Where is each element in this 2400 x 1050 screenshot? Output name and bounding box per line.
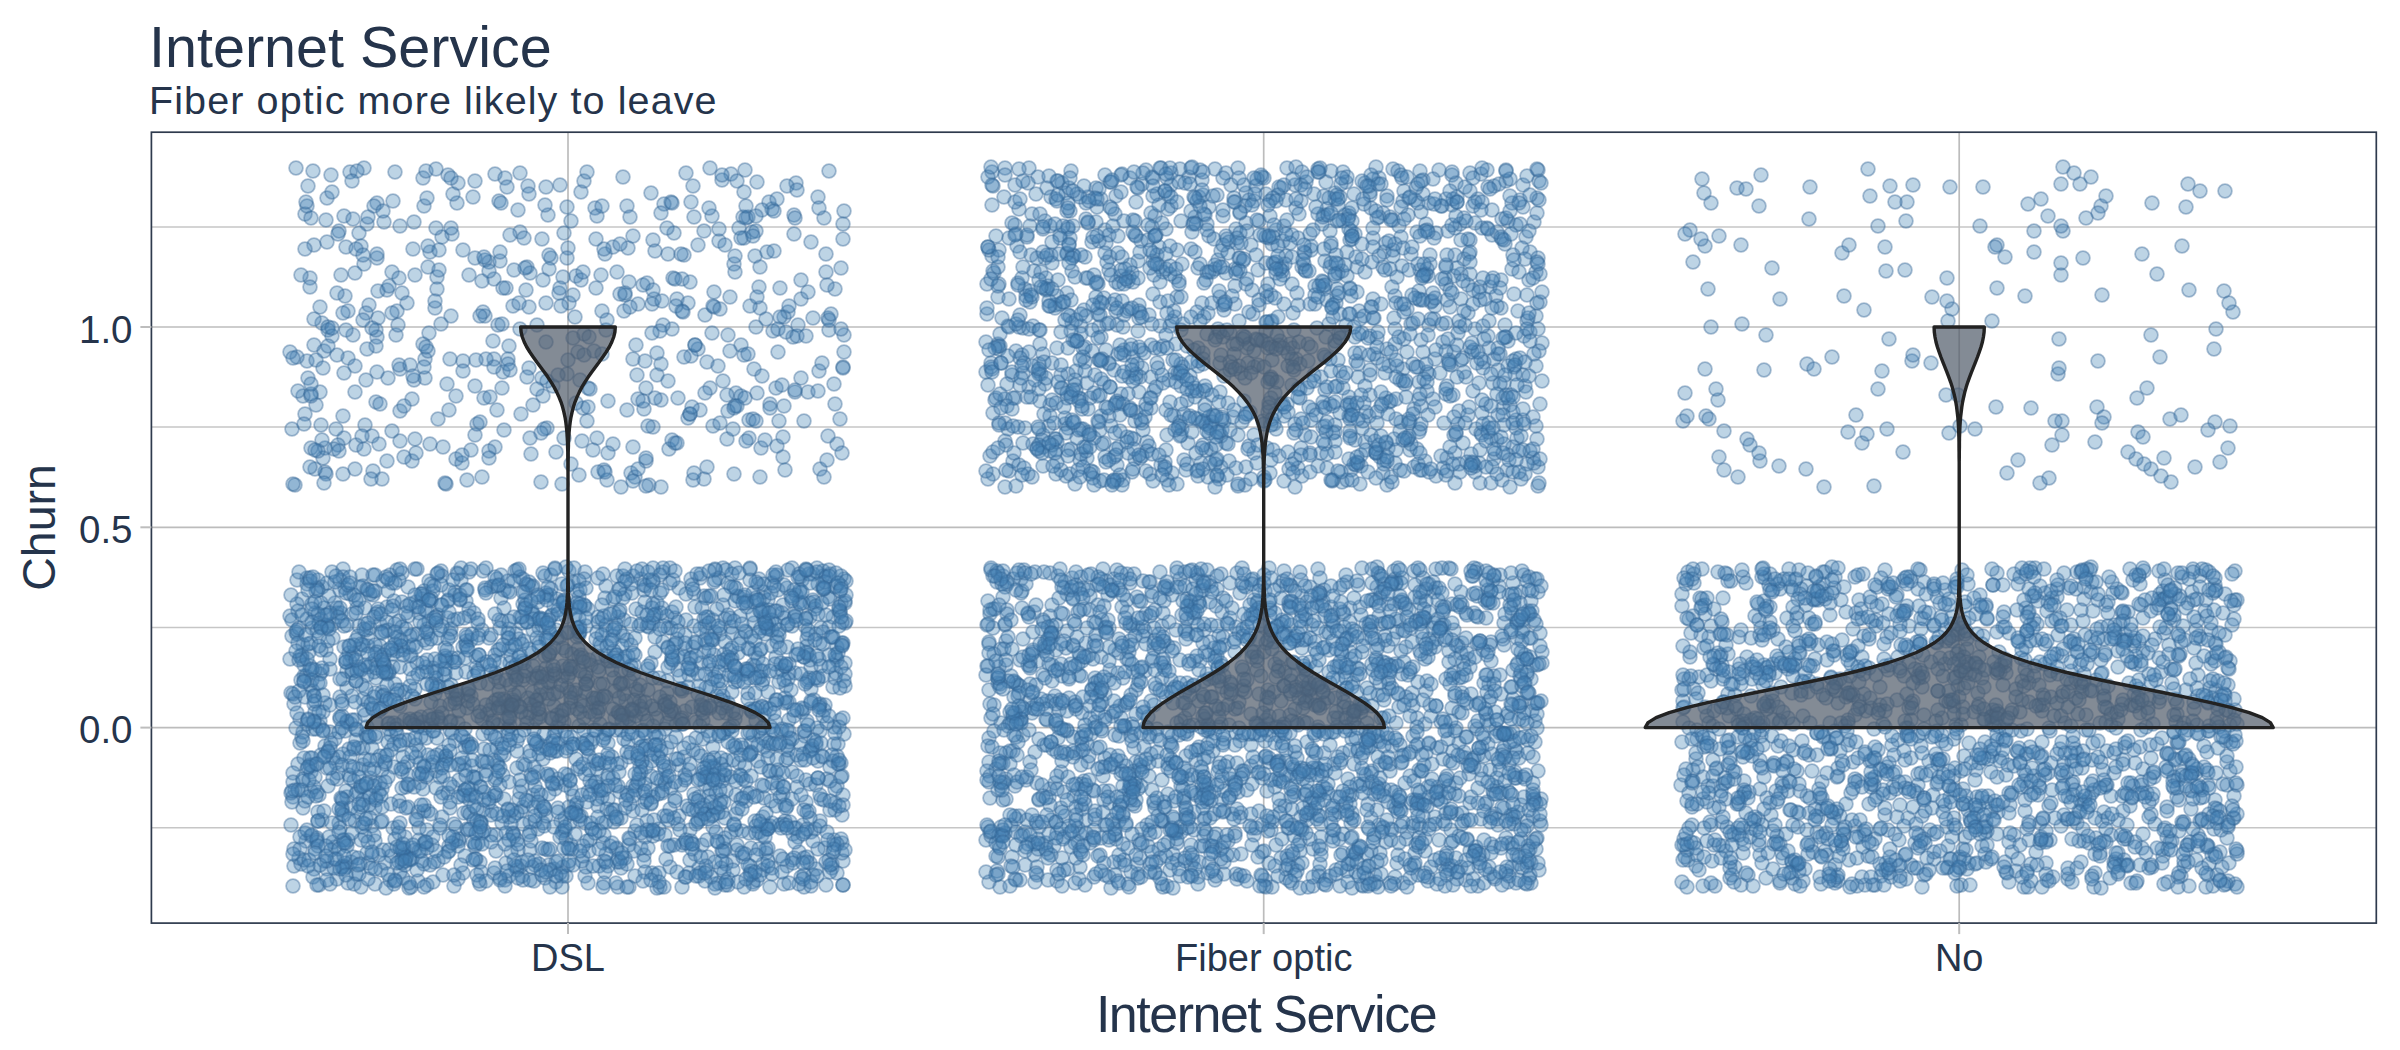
svg-text:1.0: 1.0	[79, 308, 133, 351]
svg-text:0.5: 0.5	[79, 508, 133, 551]
svg-text:0.0: 0.0	[79, 708, 133, 751]
svg-text:Fiber optic more likely to lea: Fiber optic more likely to leave	[149, 78, 718, 122]
svg-text:Fiber optic: Fiber optic	[1175, 937, 1352, 979]
svg-text:Churn: Churn	[13, 464, 65, 591]
svg-text:No: No	[1935, 937, 1984, 979]
svg-text:Internet Service: Internet Service	[1096, 985, 1436, 1043]
svg-text:Internet Service: Internet Service	[149, 15, 552, 79]
svg-text:DSL: DSL	[531, 937, 605, 979]
